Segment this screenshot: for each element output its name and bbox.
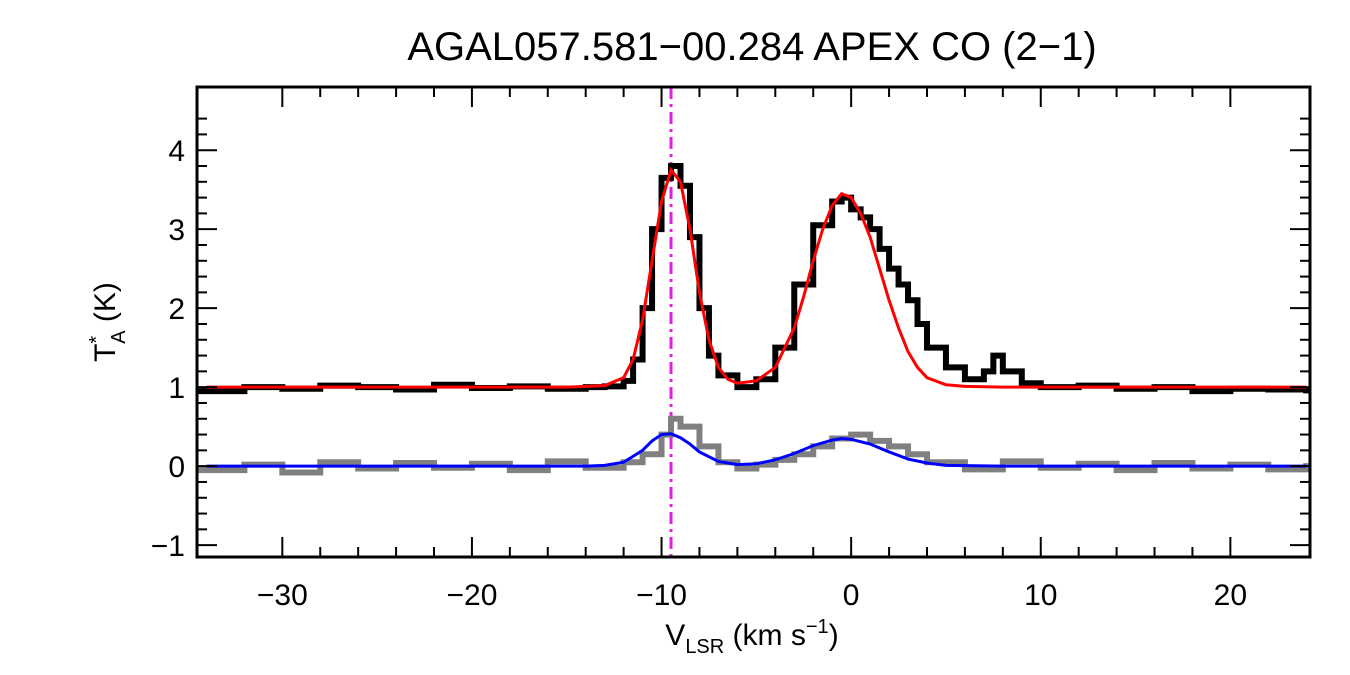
chart-title: AGAL057.581−00.284 APEX CO (2−1) xyxy=(407,25,1096,69)
gaussian-fit-series xyxy=(206,166,1307,389)
x-tick-label: −20 xyxy=(446,579,497,612)
y-axis-label: T*A (K) xyxy=(86,282,130,362)
y-tick-label: −1 xyxy=(151,530,185,563)
x-tick-label: −30 xyxy=(257,579,308,612)
y-axis-label-main: T xyxy=(89,344,122,362)
x-tick-label: 10 xyxy=(1024,579,1057,612)
y-axis-label-sup: * xyxy=(86,336,108,344)
x-axis-label-sub: LSR xyxy=(685,636,724,658)
x-tick-label: −10 xyxy=(636,579,687,612)
x-axis-label-rest: (km s xyxy=(724,619,806,652)
y-axis-label-rest: (K) xyxy=(89,282,122,330)
y-axis-label-sub: A xyxy=(108,330,130,344)
x-tick-label: 20 xyxy=(1214,579,1247,612)
x-tick-label: 0 xyxy=(843,579,860,612)
y-tick-label: 0 xyxy=(168,451,185,484)
y-tick-label: 3 xyxy=(168,214,185,247)
residual-fit-series xyxy=(206,432,1307,468)
plot-area xyxy=(197,87,1310,557)
y-tick-label: 2 xyxy=(168,293,185,326)
y-tick-label: 1 xyxy=(168,372,185,405)
plot-frame xyxy=(195,85,1312,559)
x-axis-label: VLSR (km s−1) xyxy=(665,616,838,658)
observed-spectrum-series xyxy=(197,162,1310,395)
x-axis-label-main: V xyxy=(665,619,685,652)
x-axis-label-sup: −1 xyxy=(806,616,829,638)
plot-series-group xyxy=(197,87,1310,557)
y-tick-label: 4 xyxy=(168,135,185,168)
x-axis-label-close: ) xyxy=(829,619,839,652)
residual-spectrum-series xyxy=(197,415,1310,476)
